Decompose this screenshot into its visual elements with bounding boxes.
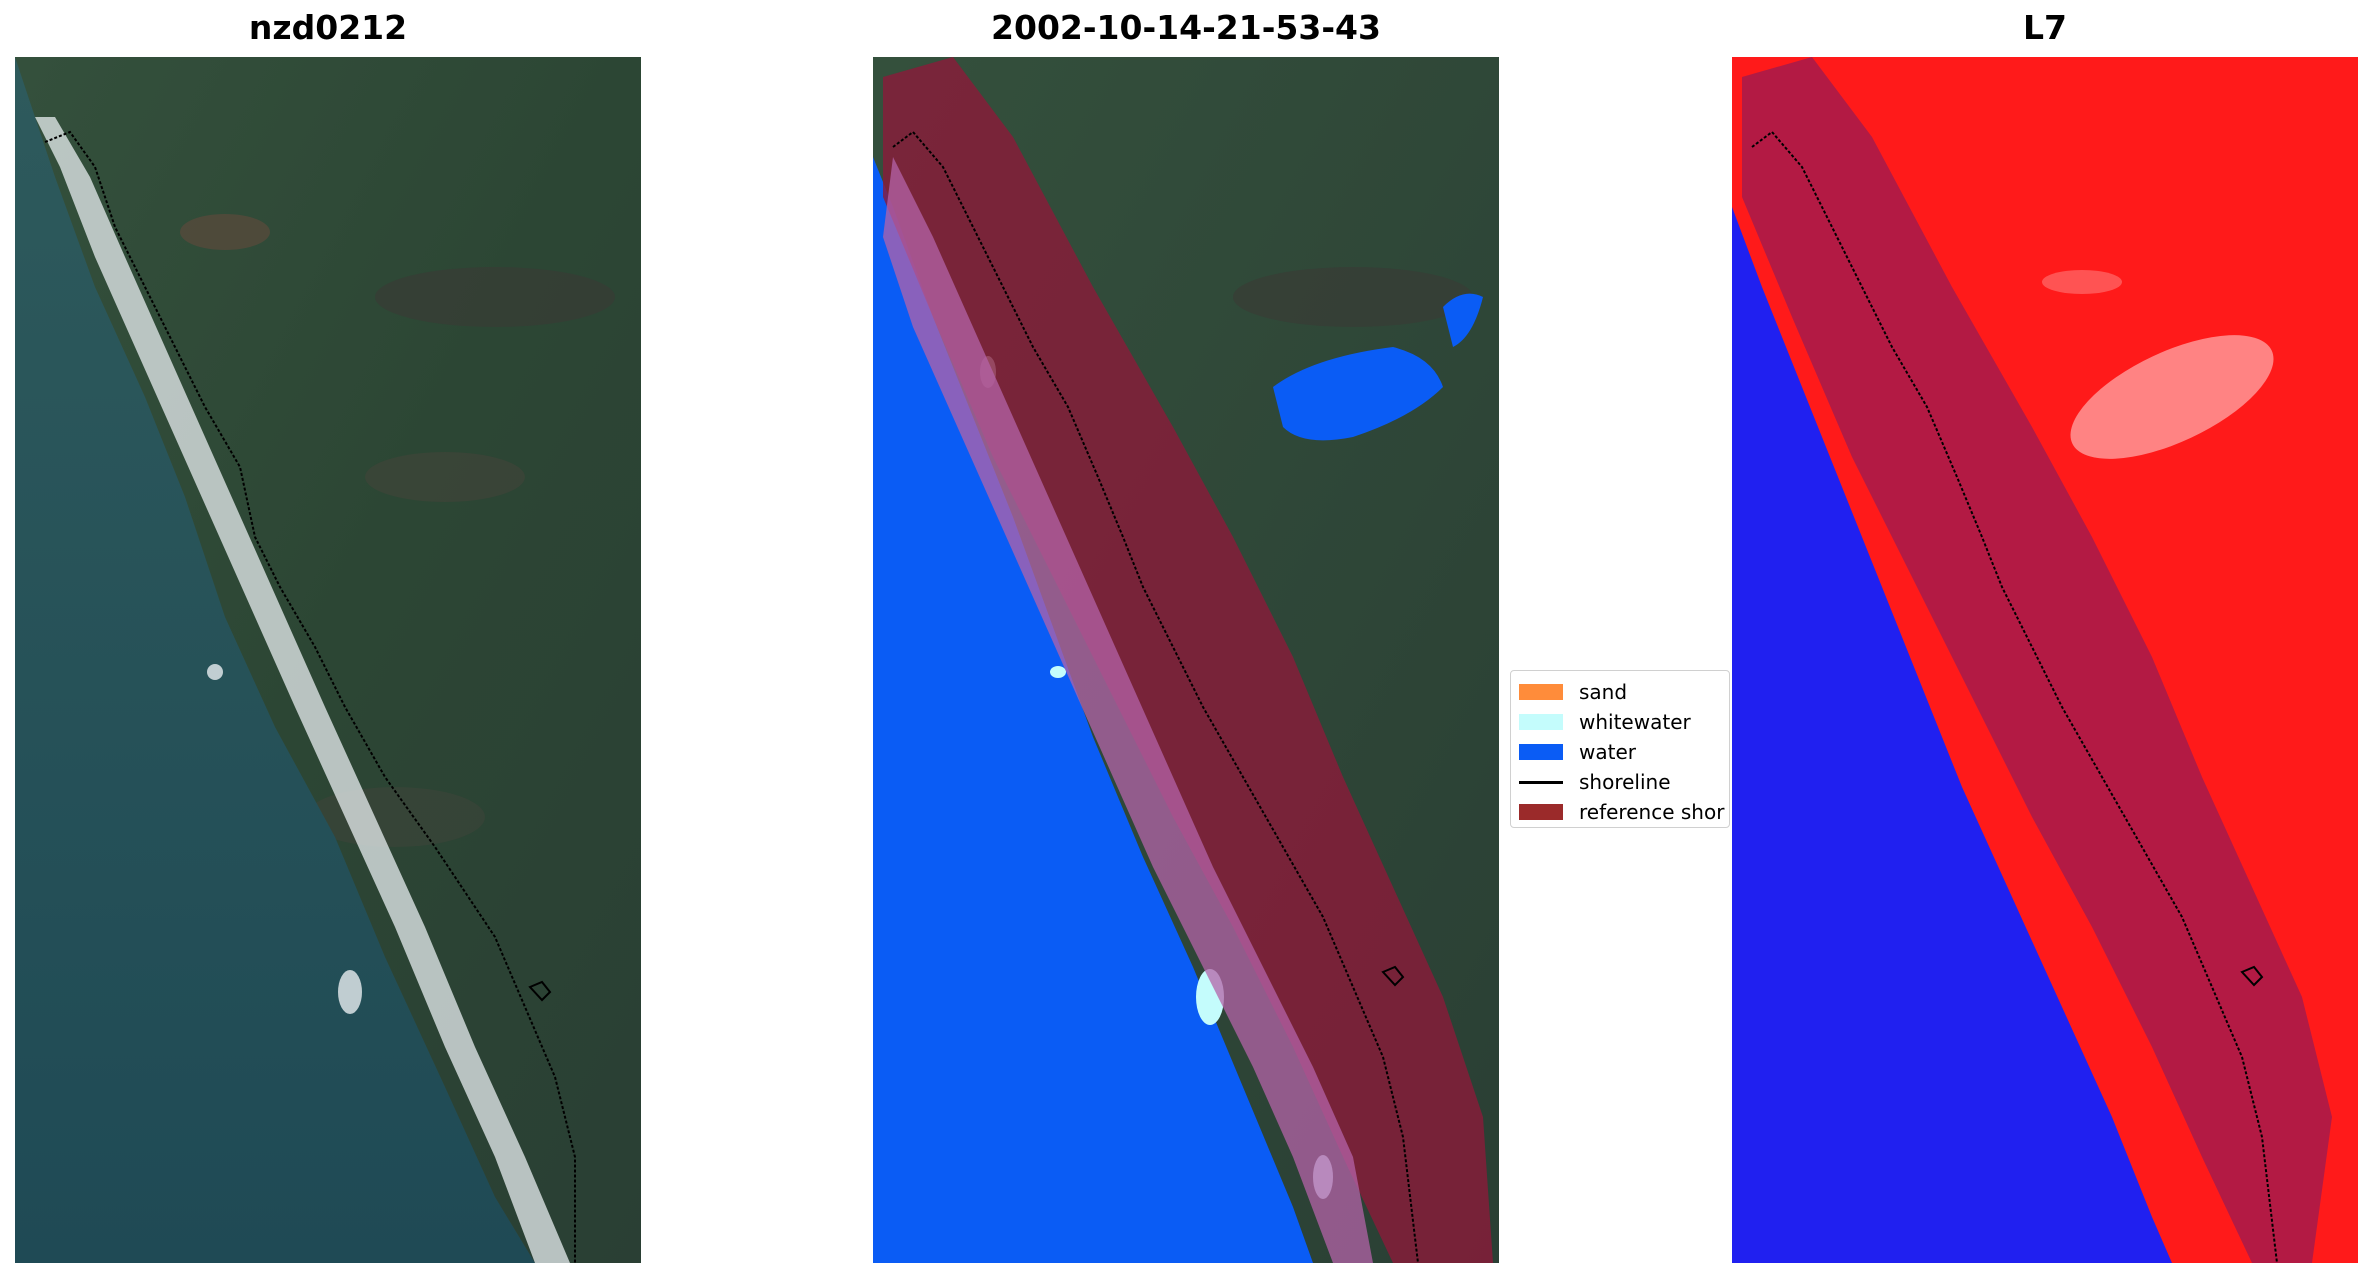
legend-label-water: water: [1579, 740, 1636, 764]
whitewater-swatch: [1519, 714, 1563, 730]
reference-shoreline-swatch: [1519, 804, 1563, 820]
panel-title-classified: 2002-10-14-21-53-43: [991, 8, 1381, 47]
shoreline-line-sample: [1519, 780, 1563, 784]
panel-title-rgb: nzd0212: [248, 8, 408, 47]
legend-item-water: water: [1511, 737, 1729, 767]
rgb-image-panel: [15, 57, 641, 1263]
legend-label-whitewater: whitewater: [1579, 710, 1691, 734]
legend-label-shoreline: shoreline: [1579, 770, 1671, 794]
legend-item-whitewater: whitewater: [1511, 707, 1729, 737]
rgb-image: [15, 57, 641, 1263]
legend-label-reference-shoreline: reference shor: [1579, 800, 1725, 824]
legend-item-reference-shoreline: reference shor: [1511, 797, 1729, 827]
index-image: [1732, 57, 2358, 1263]
classified-image-panel: [873, 57, 1499, 1263]
legend: sand whitewater water shoreline referenc…: [1510, 670, 1730, 828]
panel-title-index: L7: [2023, 8, 2067, 47]
legend-item-shoreline: shoreline: [1511, 767, 1729, 797]
legend-item-sand: sand: [1511, 677, 1729, 707]
sand-swatch: [1519, 684, 1563, 700]
classified-image: [873, 57, 1499, 1263]
water-swatch: [1519, 744, 1563, 760]
index-image-panel: [1732, 57, 2358, 1263]
legend-label-sand: sand: [1579, 680, 1628, 704]
